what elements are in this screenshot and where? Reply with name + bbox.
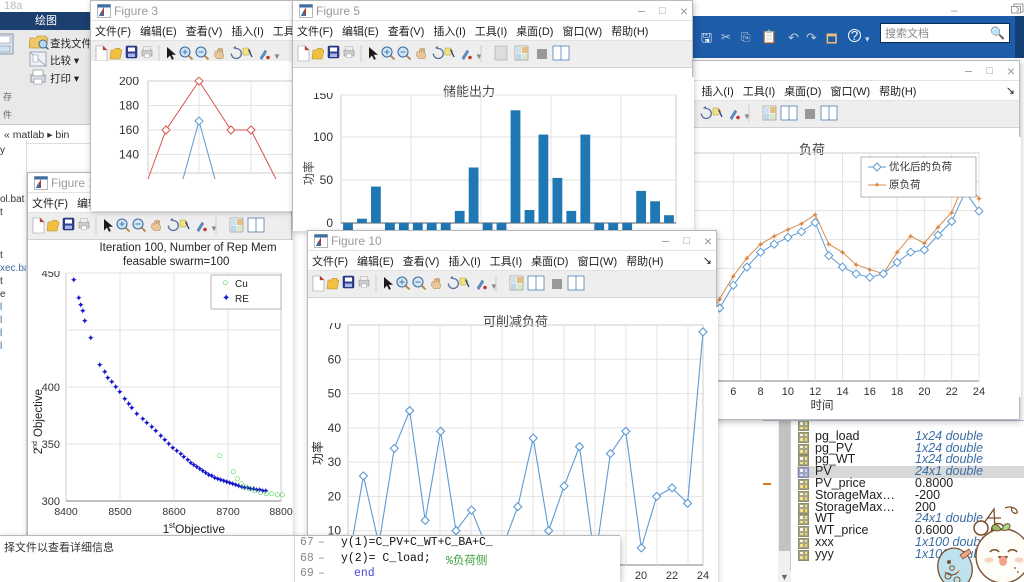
svg-text:50: 50 <box>328 387 342 401</box>
svg-text:10: 10 <box>782 386 794 398</box>
svg-text:原负荷: 原负荷 <box>889 178 921 191</box>
svg-text:18: 18 <box>891 386 903 398</box>
svg-text:nd: nd <box>32 441 39 449</box>
svg-text:Objective: Objective <box>175 522 225 536</box>
svg-text:▼: ▼ <box>743 112 751 121</box>
svg-text:140: 140 <box>119 148 139 162</box>
svg-text:✦: ✦ <box>87 333 95 343</box>
svg-text:0: 0 <box>326 216 333 230</box>
svg-text:160: 160 <box>119 123 139 137</box>
svg-text:200: 200 <box>119 77 139 88</box>
svg-text:▼: ▼ <box>210 224 218 233</box>
svg-text:8600: 8600 <box>162 506 186 518</box>
svg-text:20: 20 <box>918 386 930 398</box>
svg-text:450: 450 <box>42 271 60 280</box>
svg-text:180: 180 <box>119 99 139 113</box>
svg-text:▼: ▼ <box>273 52 281 61</box>
svg-text:40: 40 <box>328 421 342 435</box>
svg-text:20: 20 <box>328 489 342 503</box>
svg-text:✦: ✦ <box>893 248 901 258</box>
svg-text:8400: 8400 <box>54 506 78 518</box>
svg-text:Objective: Objective <box>33 389 45 437</box>
svg-text:✦: ✦ <box>81 316 89 326</box>
svg-text:✦: ✦ <box>907 232 915 242</box>
svg-text:优化后的负荷: 优化后的负荷 <box>889 160 952 173</box>
svg-text:✦: ✦ <box>730 272 738 282</box>
svg-text:✦: ✦ <box>79 306 87 316</box>
svg-text:▼: ▼ <box>490 282 498 291</box>
svg-text:○: ○ <box>222 277 229 289</box>
svg-text:✦: ✦ <box>975 194 983 204</box>
svg-text:RE: RE <box>235 294 249 305</box>
svg-text:50: 50 <box>320 173 334 187</box>
svg-text:时间: 时间 <box>811 399 834 411</box>
svg-text:6: 6 <box>730 386 736 398</box>
svg-text:14: 14 <box>836 386 848 398</box>
svg-text:✦: ✦ <box>70 275 78 285</box>
svg-text:Cu: Cu <box>235 279 248 290</box>
svg-text:○: ○ <box>279 489 286 501</box>
svg-text:8500: 8500 <box>108 506 132 518</box>
svg-text:24: 24 <box>973 386 985 398</box>
svg-text:22: 22 <box>666 570 678 582</box>
svg-text:✦: ✦ <box>222 293 230 304</box>
svg-text:○: ○ <box>216 450 223 462</box>
svg-text:70: 70 <box>328 323 342 332</box>
svg-text:60: 60 <box>328 352 342 366</box>
svg-text:20: 20 <box>635 570 647 582</box>
svg-text:8700: 8700 <box>216 506 240 518</box>
svg-text:150: 150 <box>313 93 333 102</box>
svg-text:✦: ✦ <box>873 180 881 190</box>
svg-text:8: 8 <box>758 386 764 398</box>
svg-text:30: 30 <box>328 455 342 469</box>
svg-text:100: 100 <box>313 130 333 144</box>
svg-text:✦: ✦ <box>743 253 751 263</box>
svg-text:22: 22 <box>946 386 958 398</box>
svg-text:24: 24 <box>697 570 709 582</box>
svg-text:▼: ▼ <box>475 52 483 61</box>
svg-text:16: 16 <box>864 386 876 398</box>
svg-text:功率: 功率 <box>301 161 316 185</box>
svg-text:12: 12 <box>809 386 821 398</box>
svg-text:✦: ✦ <box>852 260 860 270</box>
svg-text:8800: 8800 <box>269 506 293 518</box>
svg-text:功率: 功率 <box>310 441 325 465</box>
svg-text:✦: ✦ <box>839 248 847 258</box>
svg-text:✦: ✦ <box>948 208 956 218</box>
